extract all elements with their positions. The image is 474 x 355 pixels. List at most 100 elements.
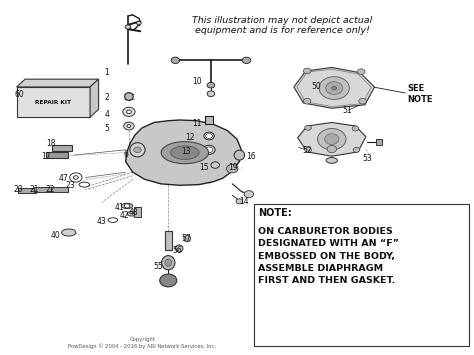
Circle shape [211, 162, 219, 168]
Text: 21: 21 [29, 185, 39, 194]
Ellipse shape [121, 203, 133, 208]
Bar [46, 152, 68, 158]
Text: 10: 10 [192, 77, 201, 86]
Circle shape [244, 191, 254, 198]
Bar [165, 231, 172, 250]
Bar [17, 87, 90, 117]
Text: 4: 4 [104, 110, 109, 119]
Text: 2: 2 [104, 93, 109, 102]
Text: 15: 15 [199, 163, 209, 172]
Ellipse shape [130, 143, 145, 157]
Bar [34, 187, 51, 192]
Text: 50: 50 [312, 82, 321, 92]
Ellipse shape [175, 245, 183, 252]
Bar [52, 145, 72, 151]
Circle shape [124, 122, 134, 130]
Circle shape [319, 77, 349, 99]
Text: 16: 16 [246, 152, 256, 162]
Circle shape [303, 98, 311, 104]
Bar [51, 187, 68, 192]
Circle shape [332, 86, 337, 90]
Circle shape [318, 129, 346, 150]
Text: 1: 1 [104, 68, 109, 77]
Circle shape [242, 57, 251, 64]
Circle shape [327, 146, 337, 153]
Circle shape [359, 98, 366, 104]
Text: 42: 42 [119, 211, 129, 220]
Ellipse shape [171, 146, 199, 159]
Text: 11: 11 [192, 119, 201, 128]
Polygon shape [90, 79, 99, 117]
Circle shape [160, 274, 177, 287]
Circle shape [207, 91, 215, 97]
Ellipse shape [165, 259, 172, 266]
Circle shape [127, 110, 131, 114]
Circle shape [134, 147, 141, 153]
Text: 55: 55 [153, 262, 163, 272]
Circle shape [326, 82, 343, 94]
Circle shape [171, 57, 180, 64]
Circle shape [125, 25, 131, 29]
Text: 57: 57 [182, 234, 191, 243]
Circle shape [206, 133, 212, 138]
Circle shape [127, 125, 131, 127]
Text: REPAIR KIT: REPAIR KIT [36, 99, 71, 105]
Text: 20: 20 [13, 185, 23, 194]
Bar [205, 116, 213, 124]
Text: 5: 5 [104, 124, 109, 133]
Circle shape [236, 199, 243, 204]
Text: 13: 13 [182, 147, 191, 157]
Bar [134, 207, 141, 217]
Circle shape [227, 164, 238, 173]
Circle shape [325, 134, 339, 144]
Circle shape [123, 107, 135, 116]
Text: 52: 52 [302, 146, 312, 155]
Text: 41: 41 [115, 203, 124, 212]
Polygon shape [298, 122, 366, 156]
Text: 60: 60 [14, 89, 24, 99]
Text: 19: 19 [228, 163, 238, 173]
Circle shape [353, 147, 360, 152]
Text: 47: 47 [58, 174, 68, 183]
Text: 17: 17 [42, 152, 51, 161]
Ellipse shape [127, 211, 137, 216]
Text: 40: 40 [51, 230, 61, 240]
Polygon shape [126, 120, 242, 185]
Ellipse shape [184, 235, 191, 242]
Ellipse shape [125, 93, 133, 100]
Text: 51: 51 [343, 106, 352, 115]
Circle shape [357, 69, 365, 75]
Text: Copyright
PowDesign © 2004 - 2016 by ARI Network Services, Inc.: Copyright PowDesign © 2004 - 2016 by ARI… [68, 337, 216, 349]
Text: This illustration may not depict actual
equipment and is for reference only!: This illustration may not depict actual … [192, 16, 372, 36]
Circle shape [137, 21, 141, 25]
Circle shape [207, 82, 215, 88]
Circle shape [124, 204, 130, 208]
Text: NOTE:: NOTE: [258, 208, 292, 218]
Text: SEE
NOTE: SEE NOTE [408, 84, 433, 104]
Circle shape [305, 147, 311, 152]
Circle shape [305, 125, 311, 130]
Circle shape [73, 176, 78, 179]
Circle shape [303, 68, 311, 74]
Text: 48: 48 [129, 208, 138, 217]
Bar [18, 188, 36, 193]
Text: 56: 56 [172, 246, 182, 255]
Ellipse shape [62, 229, 76, 236]
Ellipse shape [162, 256, 175, 270]
Polygon shape [17, 79, 99, 87]
Text: ON CARBURETOR BODIES
DESIGNATED WITH AN “F”
EMBOSSED ON THE BODY,
ASSEMBLE DIAPH: ON CARBURETOR BODIES DESIGNATED WITH AN … [258, 227, 400, 285]
Bar [254, 204, 469, 346]
Text: 18: 18 [46, 139, 56, 148]
Text: 22: 22 [46, 185, 55, 194]
Bar [376, 139, 382, 145]
Circle shape [352, 126, 359, 131]
Text: 23: 23 [65, 181, 75, 190]
Text: 53: 53 [363, 154, 372, 163]
Ellipse shape [234, 150, 245, 160]
Ellipse shape [161, 142, 209, 164]
Text: 14: 14 [239, 197, 249, 206]
Text: 6: 6 [123, 150, 128, 159]
Polygon shape [294, 67, 374, 108]
Ellipse shape [326, 158, 337, 163]
Circle shape [205, 147, 213, 153]
